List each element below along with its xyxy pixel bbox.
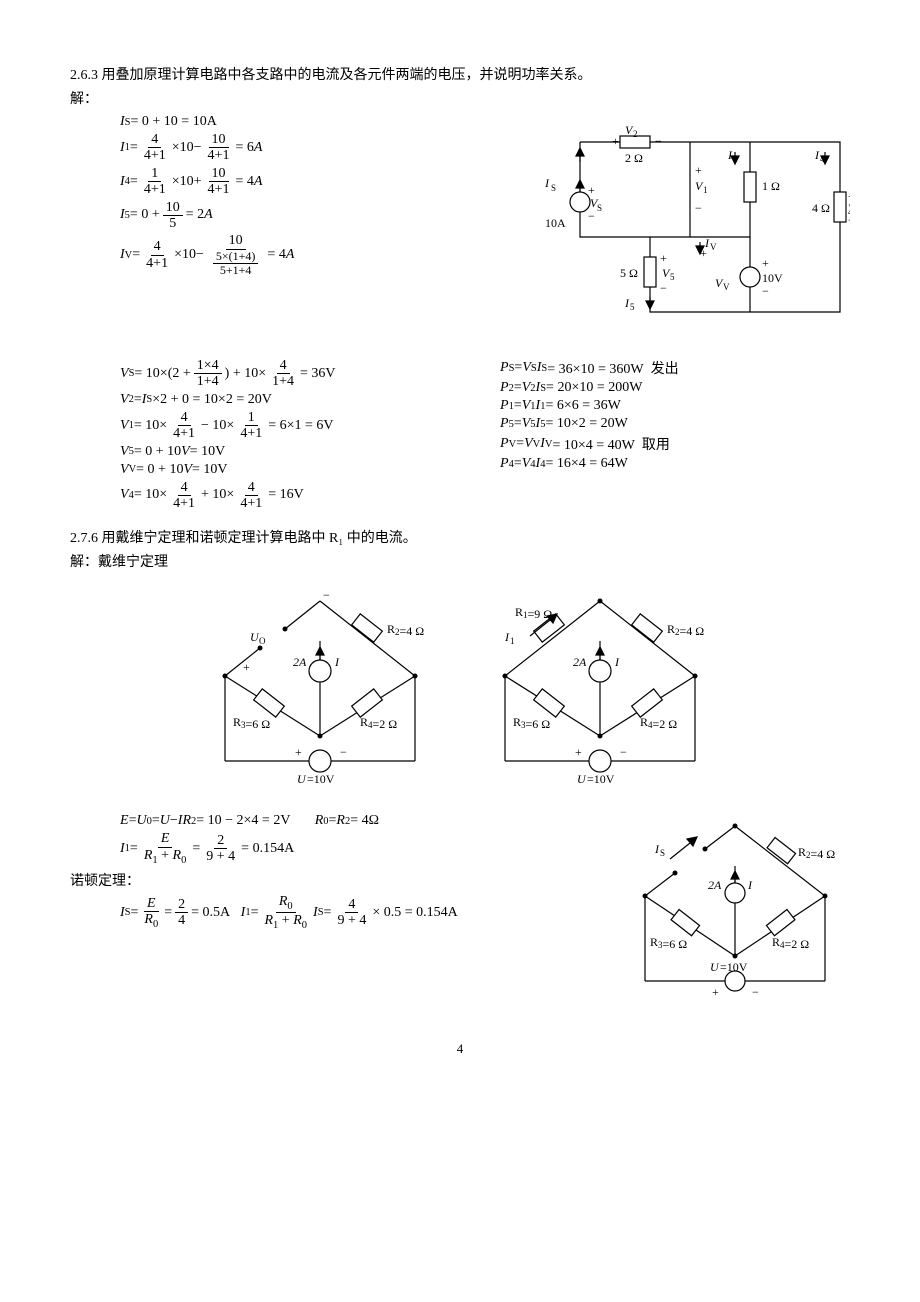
svg-text:+: + [695, 163, 702, 177]
svg-text:−: − [660, 281, 667, 295]
svg-text:S: S [551, 183, 556, 193]
svg-text:R2=4 Ω: R2=4 Ω [387, 622, 424, 638]
svg-text:5 Ω: 5 Ω [620, 266, 638, 280]
svg-text:I: I [747, 878, 753, 892]
svg-text:R4=2 Ω: R4=2 Ω [772, 935, 809, 951]
svg-text:U: U [297, 772, 307, 786]
svg-text:5: 5 [630, 302, 635, 312]
svg-text:R3=6 Ω: R3=6 Ω [513, 715, 550, 731]
svg-text:=10V: =10V [307, 772, 335, 786]
svg-text:1: 1 [510, 636, 515, 646]
svg-text:R1=9 Ω: R1=9 Ω [515, 605, 552, 621]
svg-text:S: S [660, 848, 665, 858]
svg-text:2: 2 [633, 129, 638, 139]
svg-text:10V: 10V [762, 271, 783, 285]
svg-text:+: + [762, 256, 769, 270]
page-number: 4 [70, 1041, 850, 1057]
p276-solve: 解：戴维宁定理 [70, 551, 850, 571]
svg-text:2A: 2A [293, 655, 307, 669]
svg-text:−: − [588, 209, 595, 223]
p276-figs-top: − UO + R2=4 Ω 2A I R3=6 Ω R4=2 Ω +− U=10… [70, 581, 850, 801]
svg-text:−: − [340, 745, 347, 759]
svg-text:−: − [752, 985, 759, 999]
svg-text:S: S [597, 203, 602, 213]
svg-text:10A: 10A [545, 216, 566, 230]
svg-text:+: + [575, 745, 582, 759]
svg-text:I: I [544, 176, 550, 190]
diag-norton: IS R2=4 Ω 2A I R3=6 Ω R4=2 Ω U=10V +− [620, 811, 850, 1021]
svg-text:1 Ω: 1 Ω [762, 179, 780, 193]
svg-text:O: O [259, 636, 266, 646]
p276-eq-block: E = U0 = U − IR2 = 10 − 2×4 = 2V R0 = R2… [120, 811, 620, 933]
p263-circuit: IS 10A + VS − V2 +− 2 Ω + V1 − I1 1 Ω I4… [540, 112, 850, 342]
svg-text:R2=4 Ω: R2=4 Ω [798, 845, 835, 861]
svg-text:−: − [655, 134, 662, 148]
svg-text:R2=4 Ω: R2=4 Ω [667, 622, 704, 638]
p263-title: 2.6.3 用叠加原理计算电路中各支路中的电流及各元件两端的电压，并说明功率关系… [70, 64, 850, 84]
p263-solve: 解： [70, 88, 850, 108]
p276-title: 2.7.6 用戴维宁定理和诺顿定理计算电路中 R₁ 中的电流。 [70, 527, 850, 547]
svg-text:−: − [695, 201, 702, 215]
svg-text:−: − [323, 588, 330, 602]
svg-text:2A: 2A [708, 878, 722, 892]
svg-text:R3=6 Ω: R3=6 Ω [650, 935, 687, 951]
svg-text:−: − [848, 213, 850, 227]
svg-text:4 Ω: 4 Ω [812, 201, 830, 215]
svg-text:+: + [243, 660, 250, 674]
svg-text:V: V [723, 282, 730, 292]
svg-text:5: 5 [670, 272, 675, 282]
svg-text:U: U [577, 772, 587, 786]
svg-text:−: − [762, 284, 769, 298]
diag-thevenin-open: − UO + R2=4 Ω 2A I R3=6 Ω R4=2 Ω +− U=10… [195, 581, 445, 801]
svg-text:+: + [712, 985, 719, 999]
norton-label: 诺顿定理： [70, 870, 620, 890]
p263-vp-block: VS = 10×(2 + 1×41+4) + 10× 41+4 = 36V V2… [120, 356, 850, 513]
svg-text:−: − [620, 745, 627, 759]
svg-text:I: I [334, 655, 340, 669]
svg-text:+: + [588, 183, 595, 197]
svg-text:V: V [710, 242, 717, 252]
svg-text:R4=2 Ω: R4=2 Ω [360, 715, 397, 731]
svg-text:=10V: =10V [587, 772, 615, 786]
svg-text:I: I [614, 655, 620, 669]
svg-text:1: 1 [703, 185, 708, 195]
svg-text:+: + [295, 745, 302, 759]
diag-full: R1=9 Ω R2=4 Ω I1 2A I R3=6 Ω R4=2 Ω +− U… [475, 581, 725, 801]
svg-text:+: + [612, 134, 619, 148]
svg-text:U: U [710, 960, 720, 974]
p263-equations-left: IS = 0 + 10 = 10A I1 = 44+1 × 10 − 104+1… [120, 112, 540, 279]
svg-text:+: + [660, 251, 667, 265]
svg-text:R3=6 Ω: R3=6 Ω [233, 715, 270, 731]
svg-text:2A: 2A [573, 655, 587, 669]
svg-text:=10V: =10V [720, 960, 748, 974]
svg-text:R4=2 Ω: R4=2 Ω [640, 715, 677, 731]
svg-text:2 Ω: 2 Ω [625, 151, 643, 165]
